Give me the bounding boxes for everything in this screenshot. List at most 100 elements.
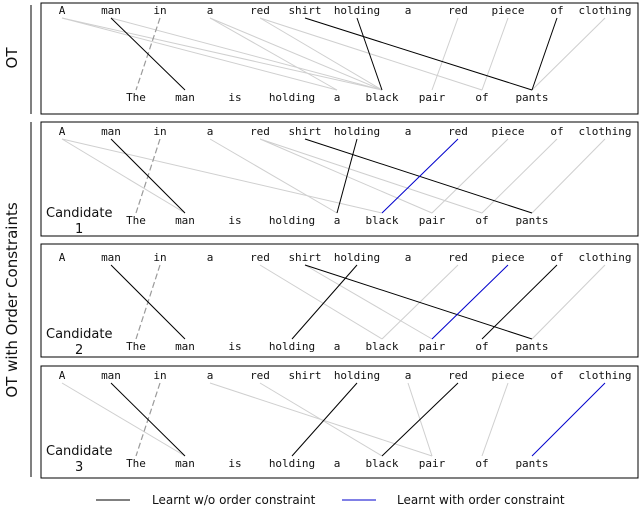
link-faint-candidate-2-3 <box>531 264 606 340</box>
target-word-candidate-3-7: of <box>475 457 488 470</box>
source-word-candidate-2-1: man <box>101 251 121 264</box>
source-word-ot-2: in <box>153 4 166 17</box>
panel-candidate-2-frame <box>40 243 639 358</box>
target-word-candidate-2-5: black <box>365 340 398 353</box>
target-word-candidate-2-0: The <box>126 340 146 353</box>
source-word-candidate-3-10: of <box>550 369 563 382</box>
panel-candidate-1-frame <box>40 121 639 237</box>
link-learnt-ot-2 <box>356 17 383 91</box>
candidate-2-label: Candidate <box>46 327 112 342</box>
ot-constraints-side-label: OT with Order Constraints <box>3 202 21 397</box>
panel-candidate-2-links <box>110 264 606 340</box>
target-word-ot-6: pair <box>419 91 446 104</box>
link-learnt-candidate-2-2 <box>291 264 358 340</box>
source-word-candidate-2-6: holding <box>334 251 380 264</box>
source-word-candidate-1-0: A <box>59 125 66 138</box>
target-word-candidate-3-6: pair <box>419 457 446 470</box>
target-word-ot-1: man <box>175 91 195 104</box>
target-word-candidate-3-0: The <box>126 457 146 470</box>
link-learnt-candidate-1-2 <box>336 138 358 214</box>
target-word-candidate-1-4: a <box>334 214 341 227</box>
source-word-candidate-3-4: red <box>250 369 270 382</box>
link-faint-ot-8 <box>481 17 509 91</box>
source-word-candidate-2-4: red <box>250 251 270 264</box>
link-learnt-candidate-2-1 <box>304 264 533 340</box>
link-learnt-order-candidate-1-0 <box>381 138 459 214</box>
target-word-candidate-3-8: pants <box>515 457 548 470</box>
link-faint-candidate-2-0 <box>259 264 383 340</box>
link-faint-ot-7 <box>431 17 459 91</box>
link-learnt-ot-3 <box>531 17 558 91</box>
link-faint-candidate-1-5 <box>431 138 509 214</box>
link-learnt-order-candidate-2-0 <box>431 264 509 340</box>
source-word-ot-11: clothing <box>579 4 632 17</box>
target-word-candidate-2-4: a <box>334 340 341 353</box>
source-word-candidate-1-6: holding <box>334 125 380 138</box>
target-word-candidate-1-7: of <box>475 214 488 227</box>
source-word-candidate-2-3: a <box>207 251 214 264</box>
link-faint-ot-5 <box>259 17 383 91</box>
target-word-candidate-2-3: holding <box>269 340 315 353</box>
candidate-1-label: Candidate <box>46 206 112 221</box>
candidate-3-number: 3 <box>75 460 83 475</box>
link-learnt-candidate-3-1 <box>291 382 358 457</box>
source-word-candidate-3-3: a <box>207 369 214 382</box>
source-word-candidate-2-9: piece <box>491 251 524 264</box>
target-word-candidate-2-8: pants <box>515 340 548 353</box>
link-faint-candidate-1-3 <box>259 138 433 214</box>
source-word-ot-1: man <box>101 4 121 17</box>
target-word-candidate-3-5: black <box>365 457 398 470</box>
source-word-candidate-2-11: clothing <box>579 251 632 264</box>
link-faint-candidate-3-4 <box>481 382 509 457</box>
source-word-ot-3: a <box>207 4 214 17</box>
source-word-candidate-3-5: shirt <box>288 369 321 382</box>
source-word-ot-0: A <box>59 4 66 17</box>
link-learnt-candidate-2-3 <box>481 264 558 340</box>
source-word-candidate-3-11: clothing <box>579 369 632 382</box>
source-word-candidate-3-1: man <box>101 369 121 382</box>
panel-ot-frame <box>40 2 639 115</box>
link-faint-ot-4 <box>209 17 338 91</box>
source-word-candidate-1-3: a <box>207 125 214 138</box>
link-faint-candidate-3-2 <box>259 382 383 457</box>
ot-side-label: OT <box>3 47 21 69</box>
source-word-ot-10: of <box>550 4 563 17</box>
target-word-candidate-2-2: is <box>228 340 241 353</box>
target-word-candidate-1-6: pair <box>419 214 446 227</box>
link-faint-ot-9 <box>531 17 606 91</box>
link-learnt-ot-0 <box>110 17 186 91</box>
link-learnt-ot-1 <box>304 17 533 91</box>
link-learnt-candidate-2-0 <box>110 264 186 340</box>
source-word-candidate-3-2: in <box>153 369 166 382</box>
source-word-candidate-3-6: holding <box>334 369 380 382</box>
legend: Learnt w/o order constraint Learnt with … <box>96 493 565 507</box>
target-word-ot-0: The <box>126 91 146 104</box>
link-learnt-candidate-3-2 <box>381 382 459 457</box>
link-faint-candidate-1-1 <box>61 138 383 214</box>
link-faint-candidate-1-4 <box>259 138 483 214</box>
target-word-candidate-1-1: man <box>175 214 195 227</box>
source-word-candidate-2-2: in <box>153 251 166 264</box>
target-word-ot-8: pants <box>515 91 548 104</box>
target-word-ot-4: a <box>334 91 341 104</box>
target-word-candidate-3-2: is <box>228 457 241 470</box>
target-word-candidate-3-4: a <box>334 457 341 470</box>
link-faint-ot-2 <box>110 17 383 91</box>
source-word-ot-7: a <box>405 4 412 17</box>
link-faint-ot-0 <box>61 17 338 91</box>
link-faint-candidate-1-0 <box>61 138 186 214</box>
source-word-candidate-1-1: man <box>101 125 121 138</box>
source-word-candidate-2-7: a <box>405 251 412 264</box>
target-word-candidate-1-8: pants <box>515 214 548 227</box>
target-word-candidate-2-7: of <box>475 340 488 353</box>
source-word-candidate-1-10: of <box>550 125 563 138</box>
target-word-candidate-1-2: is <box>228 214 241 227</box>
link-faint-ot-6 <box>259 17 483 91</box>
source-word-ot-9: piece <box>491 4 524 17</box>
target-word-ot-5: black <box>365 91 398 104</box>
target-word-candidate-2-6: pair <box>419 340 446 353</box>
